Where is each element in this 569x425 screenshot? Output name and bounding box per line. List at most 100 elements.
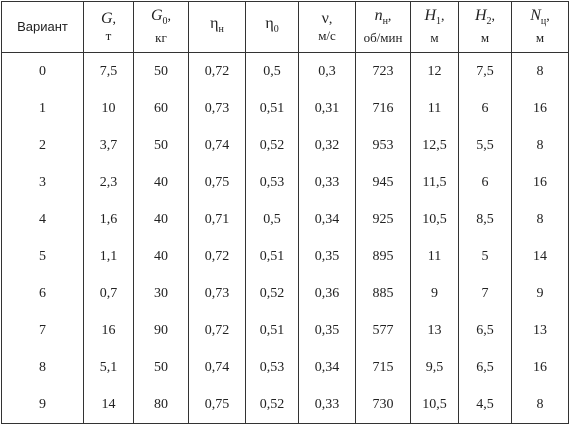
table-cell: 716 — [355, 90, 411, 127]
table-cell: 577 — [355, 312, 411, 349]
header-subscript: 0 — [273, 23, 279, 35]
header-symbol: H — [474, 7, 487, 25]
table-cell: 60 — [133, 90, 189, 127]
header-subscript: ц — [540, 15, 547, 27]
table-cell: 12,5 — [410, 127, 459, 164]
table-cell: 9 — [410, 275, 459, 312]
table-cell: 945 — [355, 164, 411, 201]
table-cell: 1,1 — [83, 238, 134, 275]
table-cell: 14 — [511, 238, 569, 275]
table-header: Вариант G, т G0, кг ηн η0 ν, м/с nн, об/мин H1, м H2,… — [1, 1, 569, 53]
header-subscript: н — [382, 15, 388, 27]
table-cell: 895 — [355, 238, 411, 275]
header-unit: м/с — [318, 27, 336, 43]
header-separator: , — [387, 9, 392, 25]
table-cell: 0,53 — [245, 164, 299, 201]
table-cell: 8 — [511, 386, 569, 424]
table-cell: 0,74 — [188, 127, 246, 164]
header-symbol: G — [100, 9, 113, 27]
table-cell: 10,5 — [410, 386, 459, 424]
table-cell: 715 — [355, 349, 411, 386]
table-cell: 16 — [83, 312, 134, 349]
table-cell: 5,1 — [83, 349, 134, 386]
table-cell: 40 — [133, 238, 189, 275]
header-symbol: ν — [321, 9, 329, 27]
table-cell: 5,5 — [458, 127, 512, 164]
table-cell: 0,72 — [188, 52, 246, 90]
table-cell: 8 — [1, 349, 84, 386]
table-cell: 50 — [133, 127, 189, 164]
table-cell: 0 — [1, 52, 84, 90]
header-cell: nн, об/мин — [355, 1, 411, 53]
table-cell: 0,75 — [188, 386, 246, 424]
header-unit: кг — [155, 29, 167, 45]
header-subscript: 1 — [436, 15, 442, 27]
table-cell: 12 — [410, 52, 459, 90]
table-body: 0 7,5 50 0,72 0,5 0,3 723 12 7,5 8 1 10 60 0,73 0,51 0,… — [1, 52, 569, 424]
table-cell: 0,5 — [245, 201, 299, 238]
table-cell: 10,5 — [410, 201, 459, 238]
header-cell: G, т — [83, 1, 134, 53]
header-cell: ηн — [188, 1, 246, 53]
header-subscript: 2 — [486, 15, 492, 27]
table-cell: 7 — [1, 312, 84, 349]
table-cell: 7 — [458, 275, 512, 312]
table-cell: 0,52 — [245, 127, 299, 164]
table-cell: 8,5 — [458, 201, 512, 238]
table-cell: 0,35 — [298, 312, 356, 349]
header-separator: , — [441, 9, 445, 25]
table-row: 9 14 80 0,75 0,52 0,33 730 10,5 4,5 8 — [1, 386, 569, 424]
header-symbol: N — [530, 7, 541, 25]
table-cell: 0,35 — [298, 238, 356, 275]
table-cell: 90 — [133, 312, 189, 349]
header-separator: , — [167, 9, 172, 25]
table-cell: 0,34 — [298, 201, 356, 238]
table-row: 3 2,3 40 0,75 0,53 0,33 945 11,5 6 16 — [1, 164, 569, 201]
table-row: 2 3,7 50 0,74 0,52 0,32 953 12,5 5,5 8 — [1, 127, 569, 164]
table-cell: 925 — [355, 201, 411, 238]
table-cell: 0,72 — [188, 312, 246, 349]
table-cell: 6 — [458, 90, 512, 127]
table-cell: 10 — [83, 90, 134, 127]
table-cell: 3,7 — [83, 127, 134, 164]
table-cell: 2,3 — [83, 164, 134, 201]
header-row: Вариант G, т G0, кг ηн η0 ν, м/с nн, об/мин H1, м H2,… — [1, 1, 569, 53]
table-cell: 14 — [83, 386, 134, 424]
table-row: 6 0,7 30 0,73 0,52 0,36 885 9 7 9 — [1, 275, 569, 312]
table-cell: 1,6 — [83, 201, 134, 238]
table-row: 5 1,1 40 0,72 0,51 0,35 895 11 5 14 — [1, 238, 569, 275]
table-row: 7 16 90 0,72 0,51 0,35 577 13 6,5 13 — [1, 312, 569, 349]
table-cell: 8 — [511, 52, 569, 90]
header-symbol: G — [150, 7, 163, 25]
header-cell: G0, кг — [133, 1, 189, 53]
header-symbol: η — [265, 15, 274, 33]
header-cell: H1, м — [410, 1, 459, 53]
table-cell: 885 — [355, 275, 411, 312]
header-separator: , — [328, 11, 333, 27]
table-cell: 0,71 — [188, 201, 246, 238]
table-cell: 0,72 — [188, 238, 246, 275]
table-cell: 0,33 — [298, 164, 356, 201]
table-cell: 0,53 — [245, 349, 299, 386]
table-cell: 0,51 — [245, 238, 299, 275]
table-cell: 5 — [1, 238, 84, 275]
table-row: 8 5,1 50 0,74 0,53 0,34 715 9,5 6,5 16 — [1, 349, 569, 386]
header-separator: , — [546, 9, 550, 25]
table-cell: 0,51 — [245, 90, 299, 127]
header-unit: об/мин — [363, 29, 403, 45]
table-cell: 0,73 — [188, 90, 246, 127]
table-cell: 13 — [511, 312, 569, 349]
table-cell: 4 — [1, 201, 84, 238]
table-cell: 16 — [511, 164, 569, 201]
table-cell: 0,52 — [245, 386, 299, 424]
table-cell: 0,7 — [83, 275, 134, 312]
table-cell: 3 — [1, 164, 84, 201]
table-cell: 0,33 — [298, 386, 356, 424]
table-cell: 730 — [355, 386, 411, 424]
table-cell: 50 — [133, 349, 189, 386]
table-cell: 8 — [511, 127, 569, 164]
table-cell: 0,3 — [298, 52, 356, 90]
table-cell: 9,5 — [410, 349, 459, 386]
table-cell: 13 — [410, 312, 459, 349]
header-symbol: H — [424, 7, 437, 25]
